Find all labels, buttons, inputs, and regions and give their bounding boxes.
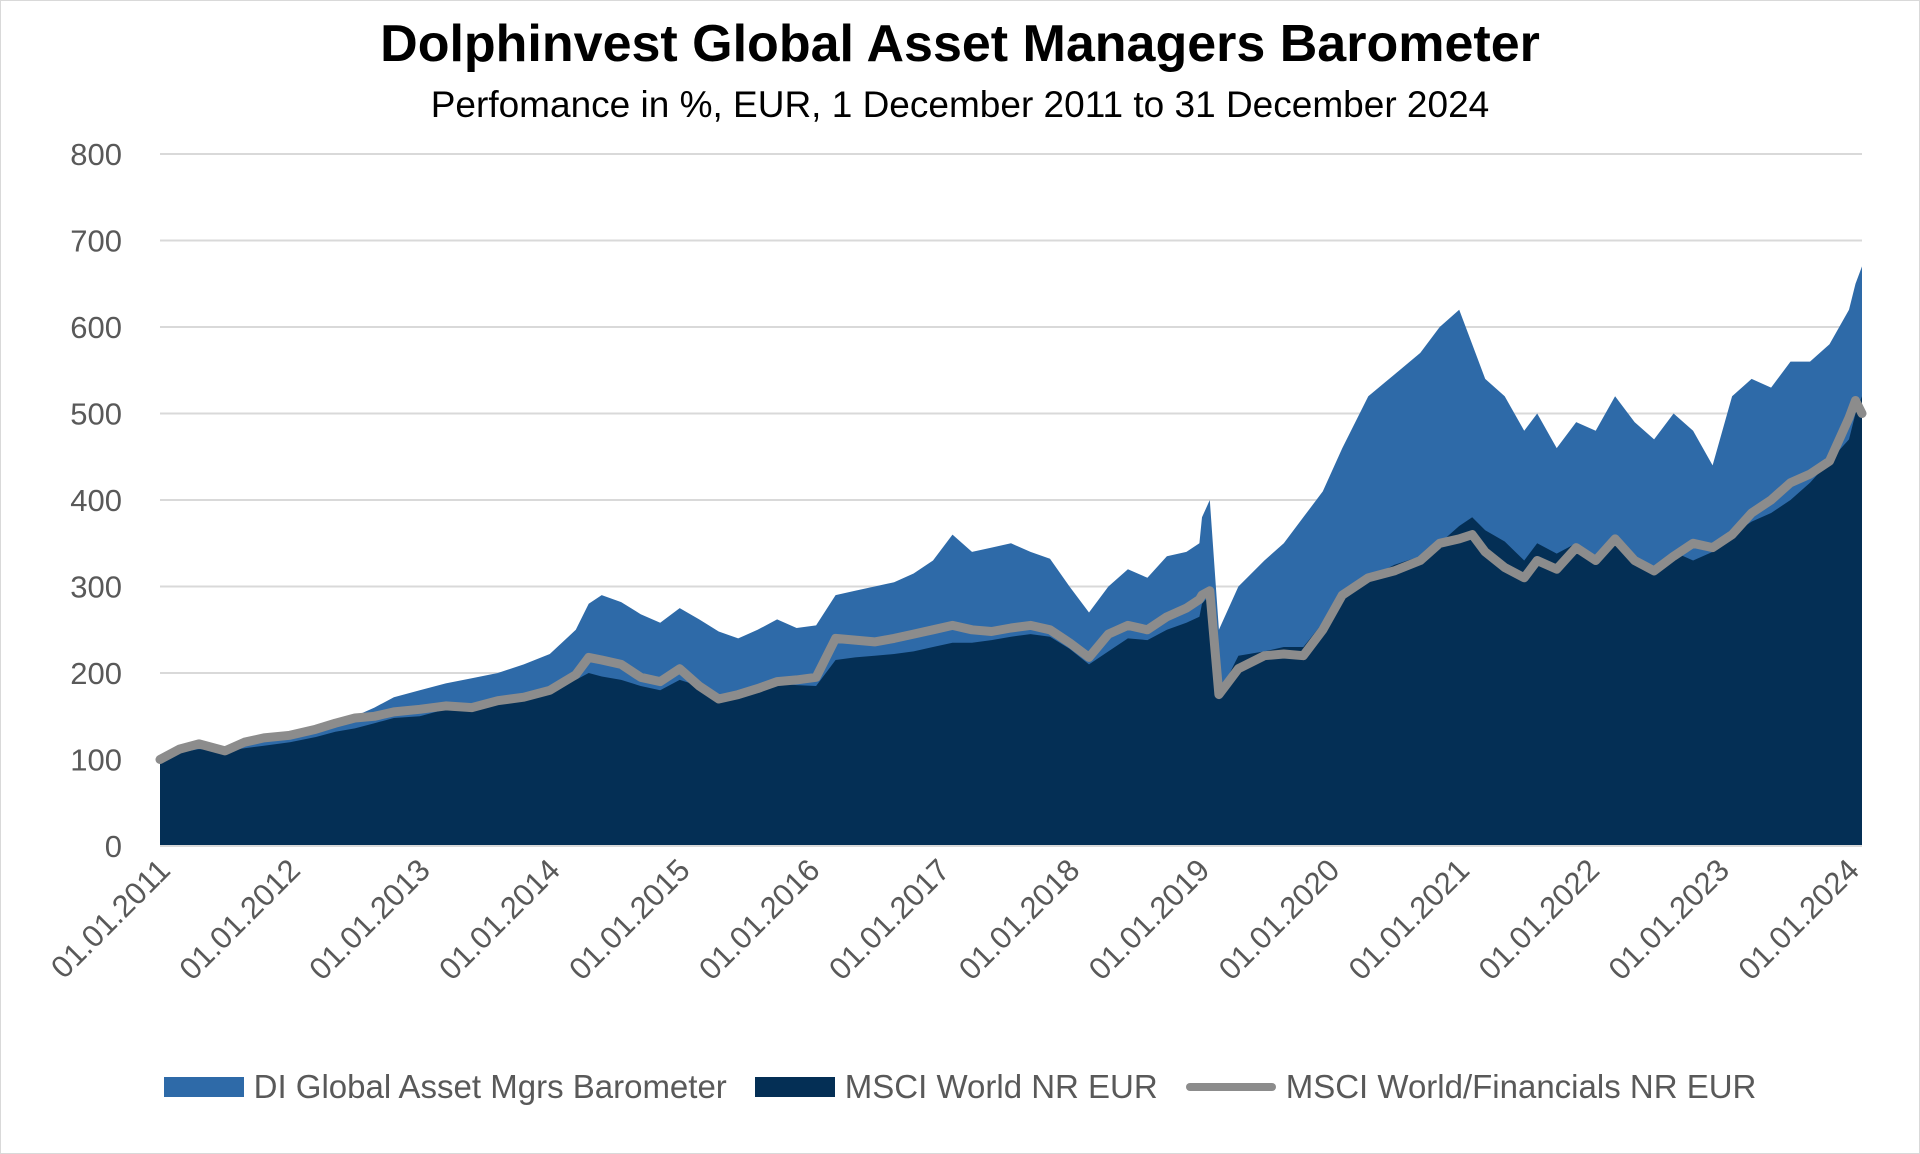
x-tick-label: 01.01.2016 bbox=[692, 852, 826, 986]
chart-plot: 010020030040050060070080001.01.201101.01… bbox=[44, 137, 1867, 987]
legend-item-msci-financials: MSCI World/Financials NR EUR bbox=[1185, 1068, 1757, 1106]
y-tick-label: 200 bbox=[70, 656, 122, 691]
x-tick-label: 01.01.2012 bbox=[172, 852, 306, 986]
x-tick-label: 01.01.2013 bbox=[302, 852, 436, 986]
x-tick-label: 01.01.2021 bbox=[1342, 852, 1476, 986]
legend-label-barometer: DI Global Asset Mgrs Barometer bbox=[253, 1068, 727, 1105]
x-tick-label: 01.01.2011 bbox=[44, 852, 177, 985]
y-tick-label: 100 bbox=[70, 743, 122, 778]
legend-swatch-barometer bbox=[163, 1077, 244, 1097]
x-tick-label: 01.01.2022 bbox=[1472, 852, 1606, 986]
area-series bbox=[160, 266, 1862, 846]
y-tick-label: 400 bbox=[70, 483, 122, 518]
series-line-2 bbox=[155, 396, 1867, 764]
y-tick-label: 600 bbox=[70, 310, 122, 345]
legend-label-msci-financials: MSCI World/Financials NR EUR bbox=[1285, 1068, 1757, 1105]
legend-swatch-msci-financials bbox=[1185, 1083, 1276, 1091]
y-tick-label: 700 bbox=[70, 224, 122, 259]
x-tick-label: 01.01.2018 bbox=[952, 852, 1086, 986]
chart-subtitle: Perfomance in %, EUR, 1 December 2011 to… bbox=[430, 84, 1490, 125]
line-series bbox=[155, 396, 1867, 764]
y-tick-label: 300 bbox=[70, 570, 122, 605]
series-area-1 bbox=[160, 396, 1862, 846]
legend-item-msci-world: MSCI World NR EUR bbox=[754, 1068, 1158, 1106]
legend-item-barometer: DI Global Asset Mgrs Barometer bbox=[163, 1068, 727, 1106]
chart-title: Dolphinvest Global Asset Managers Barome… bbox=[380, 15, 1540, 73]
x-tick-label: 01.01.2024 bbox=[1731, 852, 1865, 986]
y-tick-label: 500 bbox=[70, 397, 122, 432]
x-tick-label: 01.01.2023 bbox=[1602, 852, 1736, 986]
x-tick-label: 01.01.2017 bbox=[822, 852, 956, 986]
y-tick-label: 0 bbox=[105, 829, 122, 864]
legend-label-msci-world: MSCI World NR EUR bbox=[844, 1068, 1158, 1105]
x-tick-label: 01.01.2020 bbox=[1212, 852, 1346, 986]
x-tick-label: 01.01.2014 bbox=[432, 852, 566, 986]
legend: DI Global Asset Mgrs Barometer MSCI Worl… bbox=[0, 1068, 1920, 1106]
y-tick-label: 800 bbox=[70, 137, 122, 172]
x-tick-label: 01.01.2019 bbox=[1082, 852, 1216, 986]
x-tick-label: 01.01.2015 bbox=[562, 852, 696, 986]
legend-swatch-msci-world bbox=[754, 1077, 835, 1097]
